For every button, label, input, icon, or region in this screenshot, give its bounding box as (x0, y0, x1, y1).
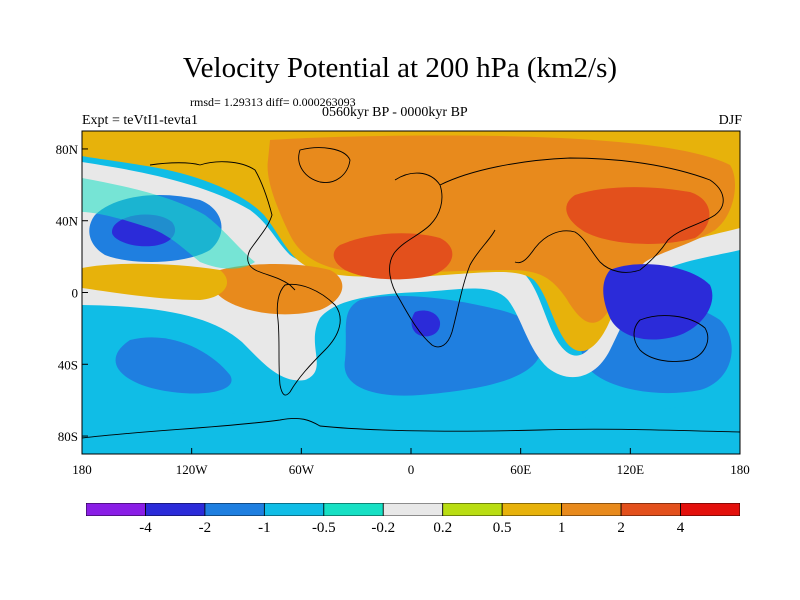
colorbar-label: 1 (557, 520, 566, 536)
colorbar-swatch (204, 503, 265, 516)
filled-contours (82, 131, 740, 454)
colorbar-swatch (680, 503, 740, 516)
plot-title: Velocity Potential at 200 hPa (km2/s) (182, 52, 618, 84)
lat-tick-label: 80N (56, 142, 79, 157)
experiment-label: Expt = teVtI1-tevta1 (82, 113, 198, 128)
lon-tick-label: 180 (730, 462, 750, 477)
colorbar-swatch (442, 503, 503, 516)
colorbar-label: -2 (198, 520, 212, 536)
contour-asia-red (566, 187, 710, 244)
lat-tick-label: 0 (72, 286, 79, 301)
colorbar-swatch (382, 503, 444, 516)
colorbar-swatch (561, 503, 622, 516)
colorbar-swatch (86, 503, 146, 516)
longitude-axis: 180 120W 60W 0 60E 120E 180 (72, 448, 750, 477)
lon-tick-label: 60W (289, 462, 315, 477)
colorbar-swatch (145, 503, 206, 516)
contour-south-band (82, 400, 740, 454)
colorbar-label: 2 (617, 520, 625, 536)
colorbar-label: -1 (258, 520, 271, 536)
lon-tick-label: 0 (408, 462, 415, 477)
colorbar-label: -0.2 (371, 520, 396, 536)
lat-tick-label: 40N (56, 214, 79, 229)
lon-tick-label: 180 (72, 462, 92, 477)
colorbar-label: 4 (676, 520, 685, 536)
contour-aqua-ring (82, 178, 255, 269)
contour-west-pacific-low (603, 264, 713, 340)
period-label: 0560kyr BP - 0000kyr BP (322, 105, 468, 120)
colorbar-label: 0.2 (433, 520, 453, 536)
coastlines (82, 147, 740, 439)
lon-tick-label: 120W (176, 462, 209, 477)
stats-label: rmsd= 1.29313 diff= 0.000263093 (190, 95, 356, 109)
season-label: DJF (718, 113, 742, 128)
lat-tick-label: 40S (58, 357, 78, 372)
lat-tick-label: 80S (58, 429, 78, 444)
colorbar-swatch (620, 503, 681, 516)
colorbar (86, 503, 740, 516)
colorbar-swatch (501, 503, 563, 516)
colorbar-label: -4 (139, 520, 152, 536)
lon-tick-label: 120E (617, 462, 645, 477)
colorbar-swatch (323, 503, 384, 516)
lon-tick-label: 60E (510, 462, 531, 477)
contour-east-pacific-yellow (82, 263, 228, 300)
colorbar-label: -0.5 (311, 520, 336, 536)
latitude-axis: 80N 40N 0 40S 80S (56, 142, 88, 444)
colorbar-label: 0.5 (492, 520, 512, 536)
contour-south-america-orange (210, 264, 343, 315)
contour-africa-red (333, 233, 453, 280)
contour-south-pacific (115, 337, 232, 394)
colorbar-swatch (263, 503, 325, 516)
